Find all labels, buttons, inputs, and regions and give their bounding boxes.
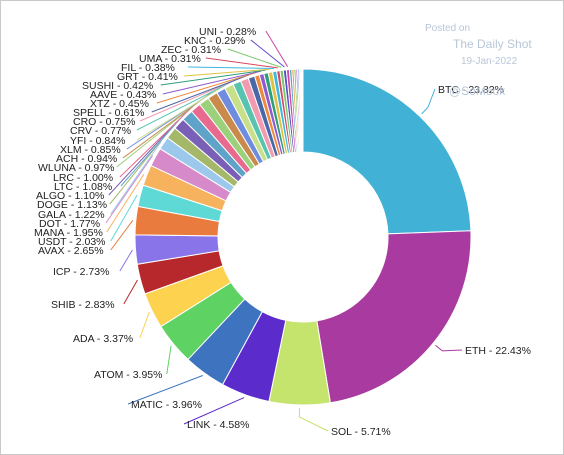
slice-label-btc: BTC - 23.82%: [438, 84, 504, 96]
slice-label-eth: ETH - 22.43%: [465, 345, 531, 357]
leader-line-grt: [183, 68, 270, 77]
slice-label-avax: AVAX - 2.65%: [38, 245, 104, 257]
slice-label-usdt: USDT - 2.03%: [38, 236, 106, 248]
slice-label-ach: ACH - 0.94%: [56, 153, 117, 165]
slice-label-aave: AAVE - 0.43%: [90, 89, 156, 101]
slice-label-doge: DOGE - 1.13%: [37, 199, 107, 211]
watermark: Posted on The Daily Shot 19-Jan-2022 @So…: [425, 23, 532, 98]
leader-line-fil: [187, 66, 275, 69]
leader-line-usdt: [110, 194, 138, 242]
slice-label-icp: ICP - 2.73%: [53, 266, 109, 278]
watermark-line-3: 19-Jan-2022: [461, 56, 518, 67]
leader-line-matic: [127, 375, 203, 405]
leader-line-ach: [122, 92, 212, 159]
leader-line-cro: [139, 76, 244, 122]
leader-line-atom: [166, 345, 172, 375]
watermark-line-2: The Daily Shot: [453, 37, 532, 51]
slice-label-ltc: LTC - 1.08%: [54, 181, 112, 193]
leader-line-ada: [139, 311, 150, 339]
slice-label-crv: CRV - 0.77%: [70, 125, 131, 137]
leader-line-aave: [162, 70, 261, 95]
leader-line-link: [183, 397, 245, 425]
slice-label-sol: SOL - 5.71%: [331, 426, 391, 438]
leader-line-btc: [421, 88, 436, 115]
slice-label-shib: SHIB - 2.83%: [51, 299, 115, 311]
slice-label-matic: MATIC - 3.96%: [131, 399, 202, 411]
leader-lines-group: [105, 30, 463, 432]
leader-line-spell: [151, 73, 251, 113]
slice-label-xtz: XTZ - 0.45%: [90, 98, 149, 110]
slice-label-cro: CRO - 0.75%: [73, 116, 135, 128]
leader-line-algo: [108, 121, 178, 196]
slice-label-yfi: YFI - 0.84%: [70, 135, 125, 147]
slices-group: [134, 68, 472, 406]
slice-label-mana: MANA - 1.95%: [34, 227, 103, 239]
leader-line-ltc: [120, 112, 186, 187]
slice-label-sushi: SUSHI - 0.42%: [82, 80, 153, 92]
slice-label-uma: UMA - 0.31%: [139, 53, 201, 65]
slice-eth: [316, 230, 472, 404]
leader-line-yfi: [136, 83, 228, 141]
leader-line-mana: [106, 173, 145, 233]
slice-label-zec: ZEC - 0.31%: [161, 44, 221, 56]
slice-label-xlm: XLM - 0.85%: [60, 144, 121, 156]
slice-label-gala: GALA - 1.22%: [38, 209, 105, 221]
slice-label-fil: FIL - 0.38%: [121, 62, 175, 74]
slice-label-spell: SPELL - 0.61%: [73, 107, 144, 119]
labels-group: BTC - 23.82% ETH - 22.43% SOL - 5.71% LINK …: [34, 26, 531, 438]
leader-line-sol: [298, 407, 329, 432]
slice-label-wluna: WLUNA - 0.97%: [38, 162, 114, 174]
leader-line-uma: [205, 57, 278, 69]
slice-btc: [302, 68, 472, 235]
leader-line-crv: [136, 79, 236, 131]
leader-line-sushi: [160, 69, 266, 86]
watermark-line-1: Posted on: [425, 23, 470, 34]
leader-line-eth: [435, 344, 463, 352]
slice-label-atom: ATOM - 3.95%: [94, 369, 162, 381]
leader-line-shib: [123, 279, 138, 305]
slice-label-knc: KNC - 0.29%: [184, 35, 245, 47]
leader-line-lrc: [119, 105, 195, 178]
leader-line-dot: [105, 155, 154, 224]
leader-line-knc: [250, 39, 285, 68]
leader-line-gala: [110, 141, 162, 215]
leader-line-zec: [227, 48, 282, 68]
leader-line-avax: [110, 219, 134, 251]
leader-line-uni: [265, 30, 289, 67]
slice-label-algo: ALGO - 1.10%: [36, 190, 104, 202]
slice-other9: [301, 68, 304, 153]
watermark-line-4: @SoMook: [449, 84, 506, 98]
slice-label-link: LINK - 4.58%: [187, 419, 249, 431]
slice-label-ada: ADA - 3.37%: [73, 333, 133, 345]
leader-line-icp: [119, 249, 133, 272]
slice-label-lrc: LRC - 1.00%: [53, 172, 113, 184]
slice-label-uni: UNI - 0.28%: [199, 26, 256, 38]
leader-line-xtz: [156, 72, 257, 104]
slice-label-dot: DOT - 1.77%: [39, 218, 100, 230]
slice-label-grt: GRT - 0.41%: [117, 71, 178, 83]
